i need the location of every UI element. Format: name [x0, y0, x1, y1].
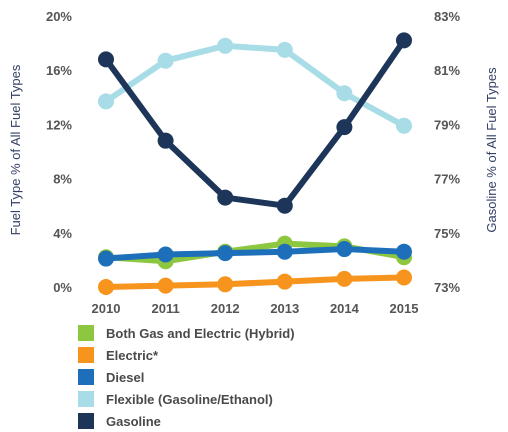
- left-axis-ticks: 20% 16% 12% 8% 4% 0%: [46, 9, 72, 295]
- legend-swatch: [78, 347, 94, 363]
- left-tick-label: 16%: [46, 63, 72, 78]
- left-tick-label: 0%: [53, 280, 72, 295]
- series-line: [104, 42, 406, 129]
- data-point: [396, 269, 412, 286]
- legend-swatch: [78, 391, 94, 407]
- legend-label: Diesel: [106, 369, 145, 385]
- data-point: [217, 276, 234, 293]
- chart-legend: Both Gas and Electric (Hybrid) Electric* D…: [78, 322, 295, 432]
- legend-swatch: [78, 369, 94, 385]
- x-tick-label: 2015: [390, 301, 419, 316]
- series-line: [105, 274, 405, 290]
- series-line: [103, 38, 407, 209]
- legend-swatch: [78, 325, 94, 341]
- x-tick-label: 2013: [270, 301, 299, 316]
- data-point: [98, 93, 114, 110]
- right-tick-label: 75%: [434, 226, 460, 241]
- data-point: [276, 41, 293, 58]
- left-tick-label: 20%: [46, 9, 72, 24]
- data-point: [276, 243, 293, 260]
- legend-item: Diesel: [78, 366, 295, 388]
- right-axis-ticks: 83% 81% 79% 77% 75% 73%: [434, 9, 460, 295]
- legend-item: Gasoline: [78, 410, 295, 432]
- x-tick-label: 2012: [211, 301, 240, 316]
- series-line: [105, 246, 405, 262]
- legend-label: Flexible (Gasoline/Ethanol): [106, 391, 273, 407]
- series-layer: [98, 32, 412, 295]
- legend-label: Electric*: [106, 347, 159, 363]
- data-point: [336, 241, 353, 258]
- data-point: [98, 51, 114, 68]
- data-point: [396, 243, 412, 260]
- x-axis-ticks: 2010 2011 2012 2013 2014 2015: [92, 301, 419, 316]
- data-point: [98, 250, 114, 267]
- data-point: [276, 197, 293, 214]
- data-point: [396, 32, 412, 49]
- left-tick-label: 12%: [46, 117, 72, 132]
- data-point: [98, 279, 114, 295]
- right-tick-label: 77%: [434, 172, 460, 187]
- series-gasoline: [98, 32, 412, 214]
- x-tick-label: 2011: [151, 301, 179, 316]
- legend-item: Flexible (Gasoline/Ethanol): [78, 388, 295, 410]
- legend-item: Both Gas and Electric (Hybrid): [78, 322, 295, 344]
- data-point: [336, 85, 353, 102]
- legend-swatch: [78, 413, 94, 429]
- fuel-type-line-chart: 20%16%12%8%4%0% 83%81%79%77%75%73% 2010 2…: [8, 9, 499, 316]
- data-point: [157, 277, 174, 294]
- legend-label: Both Gas and Electric (Hybrid): [106, 325, 295, 341]
- legend-label: Gasoline: [106, 413, 161, 429]
- right-tick-label: 73%: [434, 280, 460, 295]
- data-point: [276, 273, 293, 290]
- series-flexible-gasoline-ethanol: [98, 37, 412, 134]
- series-electric: [98, 269, 412, 295]
- data-point: [217, 245, 234, 262]
- data-point: [157, 52, 174, 69]
- left-tick-label: 4%: [53, 226, 72, 241]
- legend-item: Electric*: [78, 344, 295, 366]
- data-point: [217, 189, 234, 206]
- left-tick-label: 8%: [53, 172, 72, 187]
- data-point: [336, 270, 353, 287]
- right-tick-label: 83%: [434, 9, 460, 24]
- x-tick-label: 2010: [92, 301, 121, 316]
- data-point: [157, 246, 174, 263]
- data-point: [217, 37, 234, 54]
- data-point: [396, 117, 412, 134]
- series-diesel: [98, 241, 412, 267]
- data-point: [157, 132, 174, 149]
- right-tick-label: 81%: [434, 63, 460, 78]
- data-point: [336, 119, 353, 136]
- x-tick-label: 2014: [330, 301, 360, 316]
- left-axis-title: Fuel Type % of All Fuel Types: [8, 64, 23, 235]
- right-tick-label: 79%: [434, 117, 460, 132]
- right-axis-title: Gasoline % of All Fuel Types: [484, 67, 499, 233]
